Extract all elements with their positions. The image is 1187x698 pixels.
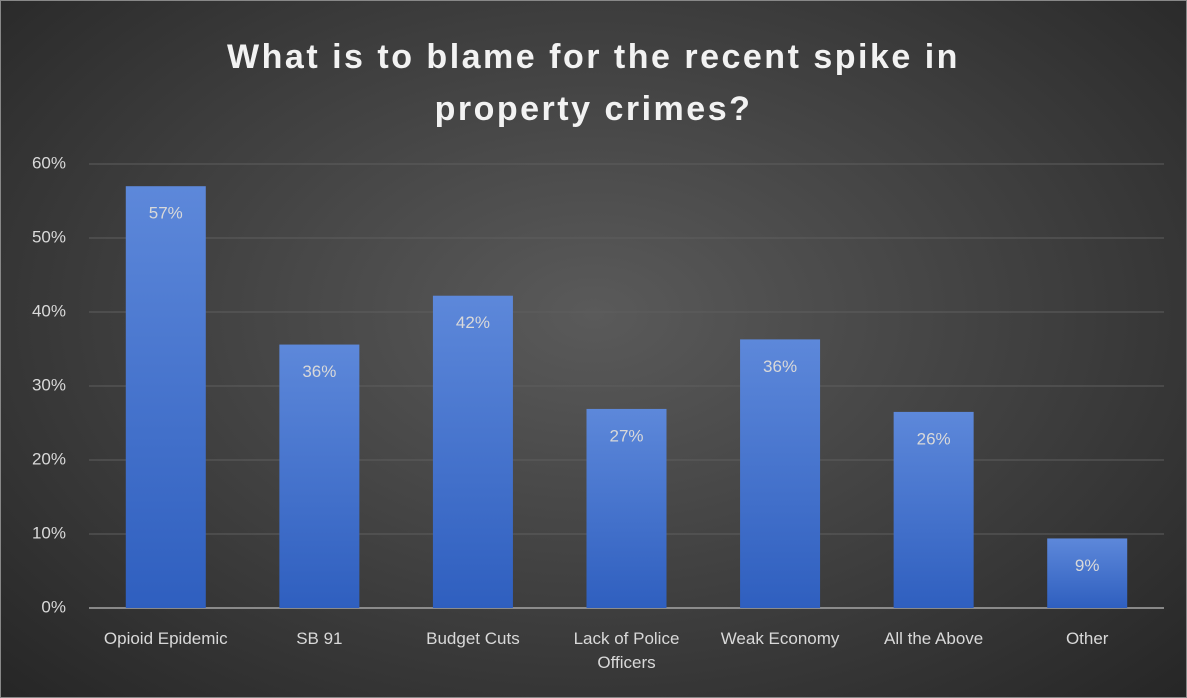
bar — [740, 339, 821, 608]
x-tick-label: SB 91 — [296, 629, 343, 648]
y-tick-label: 30% — [32, 375, 66, 394]
y-tick-label: 50% — [32, 227, 66, 246]
data-label: 36% — [302, 362, 336, 381]
bar — [432, 295, 513, 608]
y-tick-label: 10% — [32, 523, 66, 542]
data-label: 36% — [763, 357, 797, 376]
x-tick-label: Weak Economy — [720, 629, 840, 648]
x-tick-label: Other — [1065, 629, 1109, 648]
data-label: 26% — [917, 429, 951, 448]
data-label: 9% — [1075, 556, 1100, 575]
x-tick-label: All the Above — [884, 629, 984, 648]
data-label: 42% — [456, 313, 490, 332]
bar — [893, 411, 974, 608]
bar — [279, 344, 360, 608]
data-label: 57% — [149, 204, 183, 223]
bar — [1047, 538, 1128, 608]
x-tick-label: Opioid Epidemic — [103, 629, 228, 648]
y-tick-label: 40% — [32, 301, 66, 320]
bar — [586, 408, 667, 608]
x-tick-label: Lack of Police Officers — [573, 629, 680, 672]
y-tick-label: 60% — [32, 153, 66, 172]
data-label: 27% — [609, 426, 643, 445]
y-tick-label: 20% — [32, 449, 66, 468]
x-tick-label: Budget Cuts — [426, 629, 520, 648]
y-tick-label: 0% — [41, 597, 66, 616]
bar — [125, 186, 206, 608]
chart-title: What is to blame for the recent spike in… — [227, 38, 960, 128]
